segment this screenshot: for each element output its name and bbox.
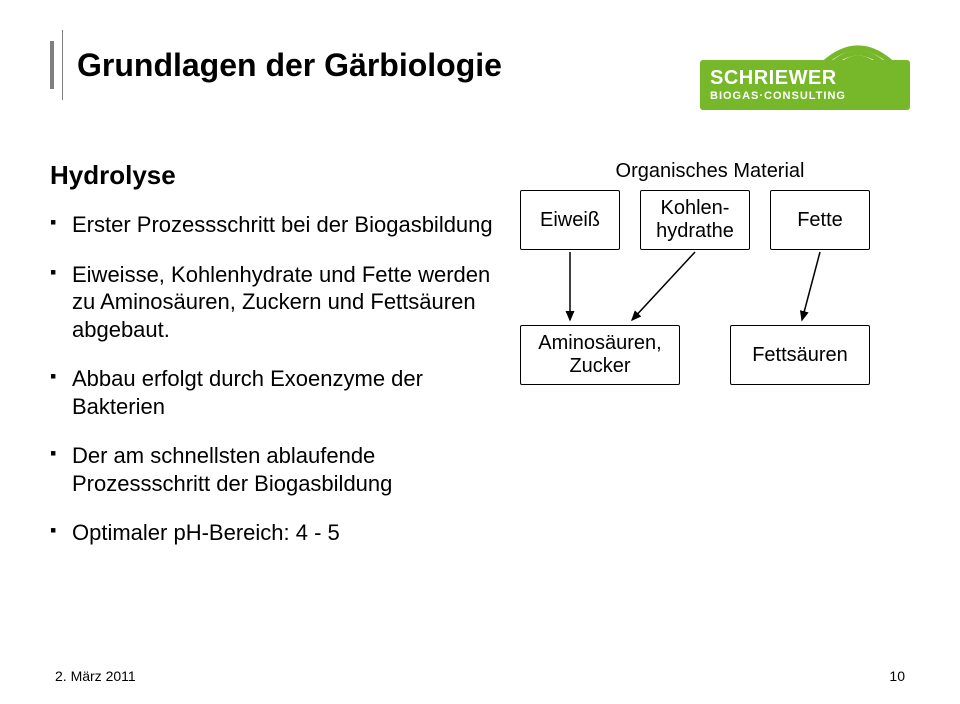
text-column: Hydrolyse Erster Prozessschritt bei der … — [50, 160, 520, 569]
logo-subline: BIOGAS·CONSULTING — [710, 91, 910, 102]
diagram-box-fettsaeuren: Fettsäuren — [730, 325, 870, 385]
bullet-item: Abbau erfolgt durch Exoenzyme der Bakter… — [50, 365, 500, 420]
bullet-item: Eiweisse, Kohlenhydrate und Fette werden… — [50, 261, 500, 344]
slide-title: Grundlagen der Gärbiologie — [77, 47, 502, 84]
bullet-item: Erster Prozessschritt bei der Biogasbild… — [50, 211, 500, 239]
header: Grundlagen der Gärbiologie SCHRIEWER BIO… — [50, 30, 910, 110]
bullet-item: Der am schnellsten ablaufende Prozesssch… — [50, 442, 500, 497]
diagram: Organisches Material Eiweiß Kohlen- hydr… — [520, 160, 910, 569]
logo-badge: SCHRIEWER BIOGAS·CONSULTING — [700, 60, 910, 110]
bullet-item: Optimaler pH-Bereich: 4 - 5 — [50, 519, 500, 547]
footer-page: 10 — [889, 668, 905, 684]
bullet-list: Erster Prozessschritt bei der Biogasbild… — [50, 211, 500, 547]
subheading: Hydrolyse — [50, 160, 500, 191]
title-rule-thin — [62, 30, 63, 100]
slide: Grundlagen der Gärbiologie SCHRIEWER BIO… — [0, 0, 960, 704]
footer-date: 2. März 2011 — [55, 668, 136, 684]
title-rule-thick — [50, 41, 54, 89]
title-block: Grundlagen der Gärbiologie — [50, 30, 502, 100]
diagram-box-aminosaeuren: Aminosäuren, Zucker — [520, 325, 680, 385]
body: Hydrolyse Erster Prozessschritt bei der … — [50, 160, 910, 569]
logo: SCHRIEWER BIOGAS·CONSULTING — [700, 30, 910, 110]
logo-brand: SCHRIEWER — [710, 68, 910, 88]
footer: 2. März 2011 10 — [0, 668, 960, 684]
